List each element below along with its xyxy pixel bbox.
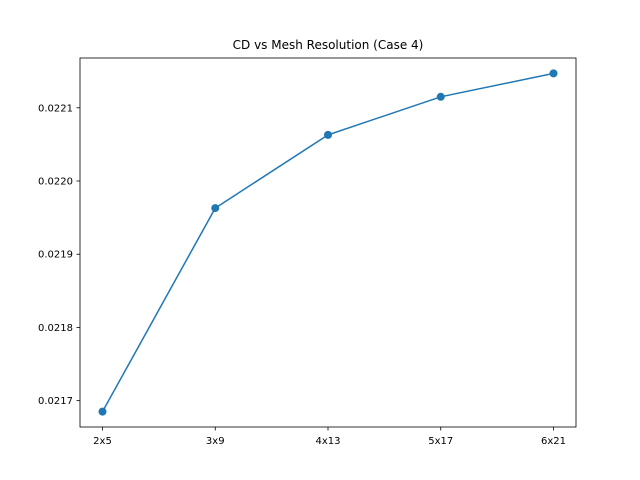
series-layer [98,69,558,416]
y-axis: 0.0217 0.0218 0.0219 0.0220 0.0221 [38,103,80,407]
chart-title: CD vs Mesh Resolution (Case 4) [233,38,424,52]
data-point [324,130,332,139]
y-tick-label: 0.0218 [38,323,73,334]
x-tick-label: 3x9 [206,436,225,447]
y-tick-label: 0.0221 [38,103,73,114]
x-axis: 2x5 3x9 4x13 5x17 6x21 [93,427,566,447]
plot-frame [79,57,577,428]
y-tick-label: 0.0217 [38,396,73,407]
x-tick-label: 5x17 [428,436,453,447]
x-tick-label: 4x13 [315,436,340,447]
y-tick-label: 0.0219 [38,250,73,261]
data-point [98,407,107,416]
data-point [436,92,445,101]
data-point [211,204,220,213]
x-tick-label: 6x21 [541,436,566,447]
x-tick-label: 2x5 [93,436,112,447]
y-tick-label: 0.0220 [38,177,73,188]
data-point [549,69,558,78]
